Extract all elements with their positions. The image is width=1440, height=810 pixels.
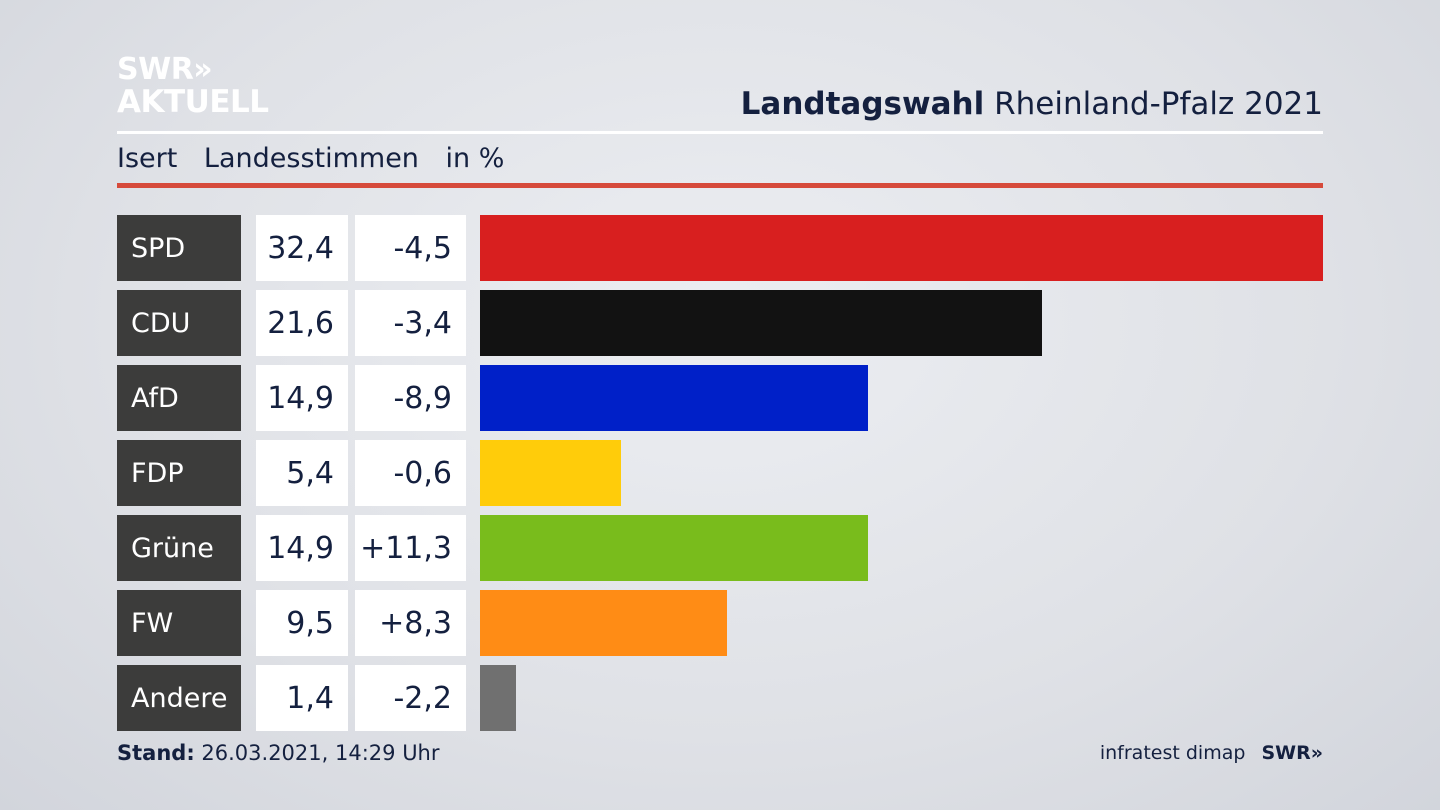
- value-label: 9,5: [256, 590, 348, 656]
- value-label: 5,4: [256, 440, 348, 506]
- bar-row-spd: SPD 32,4 -4,5: [117, 215, 1323, 281]
- party-label: Grüne: [117, 515, 241, 581]
- source-label: infratest dimap: [1099, 742, 1246, 764]
- change-label: -4,5: [355, 215, 466, 281]
- change-label: -8,9: [355, 365, 466, 431]
- value-label: 32,4: [256, 215, 348, 281]
- subtitle-measure: Landesstimmen: [203, 143, 419, 174]
- bar-row-grüne: Grüne 14,9 +11,3: [117, 515, 1323, 581]
- stand-value: 26.03.2021, 14:29 Uhr: [201, 741, 440, 765]
- bar-row-afd: AfD 14,9 -8,9: [117, 365, 1323, 431]
- party-label: CDU: [117, 290, 241, 356]
- bar: [480, 590, 727, 656]
- title-bold: Landtagswahl: [740, 86, 985, 122]
- party-label: SPD: [117, 215, 241, 281]
- bar-row-cdu: CDU 21,6 -3,4: [117, 290, 1323, 356]
- timestamp: Stand: 26.03.2021, 14:29 Uhr: [117, 741, 440, 765]
- bar-row-andere: Andere 1,4 -2,2: [117, 665, 1323, 731]
- change-label: +11,3: [355, 515, 466, 581]
- bar: [480, 665, 516, 731]
- bar: [480, 440, 621, 506]
- bar: [480, 215, 1323, 281]
- change-label: -0,6: [355, 440, 466, 506]
- party-label: FDP: [117, 440, 241, 506]
- swr-aktuell-logo: SWR» AKTUELL: [117, 52, 269, 120]
- bar: [480, 290, 1042, 356]
- value-label: 14,9: [256, 515, 348, 581]
- value-label: 21,6: [256, 290, 348, 356]
- change-label: -2,2: [355, 665, 466, 731]
- logo-line-1: SWR»: [117, 52, 213, 87]
- subtitle-unit: in %: [445, 143, 505, 174]
- chart-subtitle: Isert Landesstimmen in %: [117, 143, 522, 174]
- party-label: AfD: [117, 365, 241, 431]
- bar-row-fw: FW 9,5 +8,3: [117, 590, 1323, 656]
- bar: [480, 365, 868, 431]
- change-label: +8,3: [355, 590, 466, 656]
- logo-line-2: AKTUELL: [117, 84, 269, 120]
- change-label: -3,4: [355, 290, 466, 356]
- source-credit: infratest dimap SWR»: [1100, 742, 1323, 764]
- chart-title: Landtagswahl Rheinland-Pfalz 2021: [741, 86, 1323, 122]
- subtitle-place: Isert: [117, 143, 178, 174]
- value-label: 1,4: [256, 665, 348, 731]
- title-divider: [117, 131, 1323, 134]
- bar-row-fdp: FDP 5,4 -0,6: [117, 440, 1323, 506]
- swr-brand-logo: SWR»: [1261, 742, 1323, 764]
- title-rest: Rheinland-Pfalz 2021: [994, 86, 1323, 122]
- stand-label: Stand:: [117, 741, 195, 765]
- value-label: 14,9: [256, 365, 348, 431]
- party-label: FW: [117, 590, 241, 656]
- subtitle-divider: [117, 183, 1323, 188]
- party-label: Andere: [117, 665, 241, 731]
- bar: [480, 515, 868, 581]
